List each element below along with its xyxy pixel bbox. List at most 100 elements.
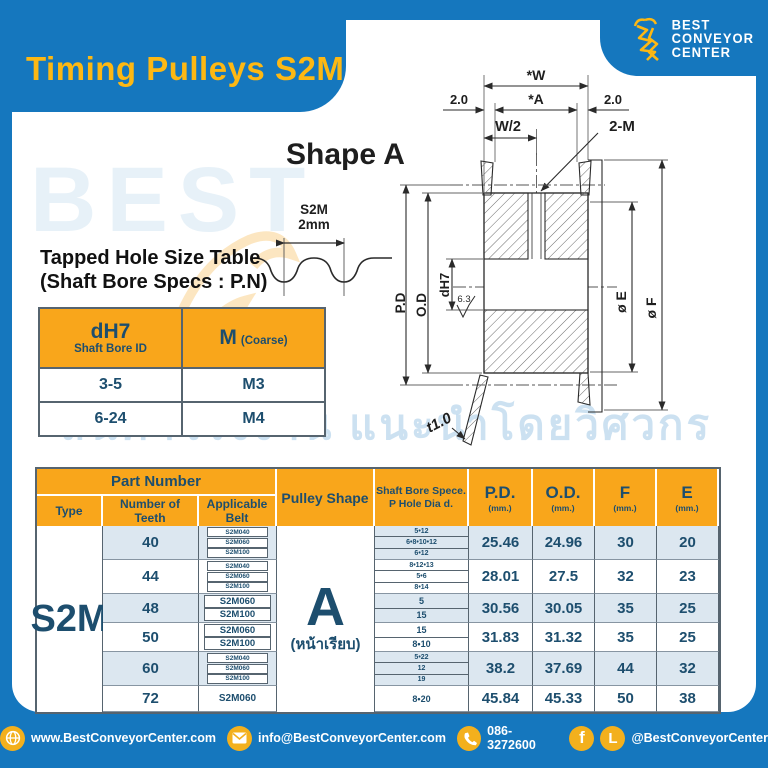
tapped-table-header: dH7 Shaft Bore ID M (Coarse) xyxy=(40,309,324,367)
header-bore: Shaft Bore Spece. P Hole Dia d. xyxy=(375,469,469,526)
shape-letter: A xyxy=(306,577,345,637)
header-belt: Applicable Belt xyxy=(199,496,277,526)
teeth-cell: 40 xyxy=(103,526,199,560)
m-size: M3 xyxy=(183,367,324,401)
footer-website-text: www.BestConveyorCenter.com xyxy=(31,731,217,745)
belt-label: S2M060 xyxy=(218,693,257,704)
brand-line2: CONVEYOR xyxy=(671,30,754,46)
tapped-heading-line1: Tapped Hole Size Table xyxy=(40,247,261,269)
goat-icon xyxy=(633,17,659,61)
pulley-cross-section-drawing: 6.3 *W *A 2.0 2.0 W/2 2-M P.D O.D dH7 ø … xyxy=(395,67,668,446)
pd-value-cell: 25.46 xyxy=(469,526,533,560)
bore-value: 8•20 xyxy=(412,693,431,704)
belt-label: S2M100 xyxy=(207,547,268,558)
tooth-pitch-label: 2mm xyxy=(298,217,330,232)
tooth-series-label: S2M xyxy=(300,202,328,217)
belt-cell: S2M060 xyxy=(199,686,277,712)
pd-value-cell: 31.83 xyxy=(469,623,533,652)
bore-value: 5•12 xyxy=(414,527,429,535)
belt-label: S2M060 xyxy=(207,663,268,674)
belt-cell: S2M040 S2M060 S2M100 xyxy=(199,526,277,560)
teeth-cell: 44 xyxy=(103,560,199,594)
e-value-cell: 23 xyxy=(657,560,719,594)
teeth-cell: 72 xyxy=(103,686,199,712)
tapped-col2-title: M xyxy=(219,326,237,349)
pd-value-cell: 30.56 xyxy=(469,594,533,623)
f-value-cell: 35 xyxy=(595,623,657,652)
pd-value-cell: 28.01 xyxy=(469,560,533,594)
tapped-col1-sub: Shaft Bore ID xyxy=(74,343,147,355)
pulley-shape-cell: A (หน้าเรียบ) xyxy=(277,526,375,712)
bore-value: 8•12•13 xyxy=(409,561,434,569)
footer-phone-text: 086-3272600 xyxy=(487,724,536,752)
belt-label: S2M100 xyxy=(204,608,271,621)
header-bore-line2: P Hole Dia d. xyxy=(389,497,453,510)
flange-thickness-label: t1.0 xyxy=(424,409,455,436)
header-e-title: E xyxy=(681,482,693,502)
header-e-unit: (mm.) xyxy=(675,502,699,513)
belt-cell: S2M040 S2M060 S2M100 xyxy=(199,652,277,686)
header-f-unit: (mm.) xyxy=(613,502,637,513)
od-value-cell: 37.69 xyxy=(533,652,595,686)
od-value-cell: 30.05 xyxy=(533,594,595,623)
f-value-cell: 32 xyxy=(595,560,657,594)
belt-cell: S2M060 S2M100 xyxy=(199,594,277,623)
f-value-cell: 30 xyxy=(595,526,657,560)
bore-value: 5•6 xyxy=(375,570,468,581)
dim-bore-label: dH7 xyxy=(437,273,452,298)
bore-value: 19 xyxy=(375,673,468,685)
bore-cell: 5•22 12 19 xyxy=(375,652,469,686)
belt-cell: S2M040 S2M060 S2M100 xyxy=(199,560,277,594)
belt-label: S2M060 xyxy=(204,624,271,637)
e-value-cell: 25 xyxy=(657,594,719,623)
belt-cell: S2M060 S2M100 xyxy=(199,623,277,652)
f-value-cell: 50 xyxy=(595,686,657,712)
footer-social[interactable]: f L @BestConveyorCenter xyxy=(569,725,768,751)
bore-range: 6-24 xyxy=(40,401,183,435)
tapped-col1-title: dH7 xyxy=(90,320,131,343)
dim-a-label: *A xyxy=(528,91,544,107)
brand-line3: CENTER xyxy=(671,43,732,60)
header-od-title: O.D. xyxy=(545,482,581,502)
belt-label: S2M060 xyxy=(204,595,271,608)
footer-website[interactable]: www.BestConveyorCenter.com xyxy=(0,725,217,751)
m-size: M4 xyxy=(183,401,324,435)
header-f: F (mm.) xyxy=(595,469,657,526)
bore-cell: 8•12•13 5•6 8•14 xyxy=(375,560,469,594)
dim-f-label: ø F xyxy=(643,297,659,318)
bore-value: 8•14 xyxy=(375,581,468,593)
bore-value: 15 xyxy=(375,607,468,623)
header-bore-line1: Shaft Bore Spece. xyxy=(376,484,466,497)
teeth-cell: 50 xyxy=(103,623,199,652)
footer-phone[interactable]: 086-3272600 xyxy=(456,724,559,752)
bore-cell: 8•20 xyxy=(375,686,469,712)
header-od: O.D. (mm.) xyxy=(533,469,595,526)
belt-label: S2M040 xyxy=(207,561,268,572)
bore-value: 5 xyxy=(418,595,424,606)
title-banner: Timing Pulleys S2M xyxy=(0,0,346,112)
tapped-col-m-header: M (Coarse) xyxy=(183,309,324,367)
bore-value: 6•8•10•12 xyxy=(375,536,468,547)
email-icon xyxy=(227,725,253,751)
footer-email-text: info@BestConveyorCenter.com xyxy=(258,731,446,745)
brand-line1: BEST xyxy=(671,16,711,33)
footer-social-text: @BestConveyorCenter xyxy=(631,731,768,745)
tooth-profile-drawing: S2M 2mm xyxy=(253,202,392,296)
header-part-number: Part Number xyxy=(37,469,277,496)
bore-value: 15 xyxy=(416,624,427,635)
f-value-cell: 44 xyxy=(595,652,657,686)
od-value-cell: 24.96 xyxy=(533,526,595,560)
belt-label: S2M040 xyxy=(207,653,268,664)
footer-email[interactable]: info@BestConveyorCenter.com xyxy=(227,725,446,751)
main-table: Part Number Type Number of Teeth Applica… xyxy=(30,467,721,714)
dim-left-offset-label: 2.0 xyxy=(450,92,468,107)
line-icon: L xyxy=(600,725,626,751)
phone-icon xyxy=(456,725,482,751)
tapped-table-row: 6-24 M4 xyxy=(40,401,324,435)
shape-thai-label: (หน้าเรียบ) xyxy=(290,636,361,653)
e-value-cell: 32 xyxy=(657,652,719,686)
od-value-cell: 27.5 xyxy=(533,560,595,594)
belt-label: S2M040 xyxy=(207,527,268,538)
dim-w-label: *W xyxy=(527,67,546,83)
